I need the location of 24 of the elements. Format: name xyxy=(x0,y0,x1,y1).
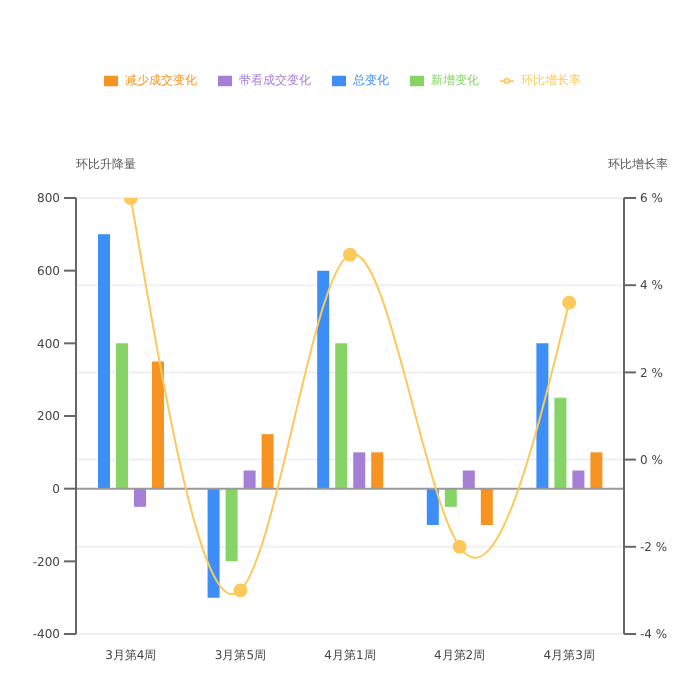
bar xyxy=(207,488,220,598)
bar xyxy=(426,488,439,525)
bar xyxy=(134,488,146,507)
bar xyxy=(536,343,549,489)
point xyxy=(233,583,248,598)
bar xyxy=(371,452,384,489)
bar xyxy=(243,470,256,489)
point xyxy=(343,247,357,262)
bar xyxy=(572,470,585,489)
bar xyxy=(116,343,128,489)
bar xyxy=(554,397,567,489)
bar xyxy=(152,361,164,489)
bar xyxy=(480,488,493,525)
point xyxy=(452,539,467,554)
bar xyxy=(317,270,330,489)
bar xyxy=(462,470,475,489)
bar xyxy=(590,452,603,489)
bar xyxy=(353,452,366,489)
bar xyxy=(98,234,110,489)
bar xyxy=(261,434,274,489)
bar xyxy=(335,343,348,489)
bar xyxy=(225,488,238,562)
bar xyxy=(444,488,457,507)
point xyxy=(562,295,577,310)
